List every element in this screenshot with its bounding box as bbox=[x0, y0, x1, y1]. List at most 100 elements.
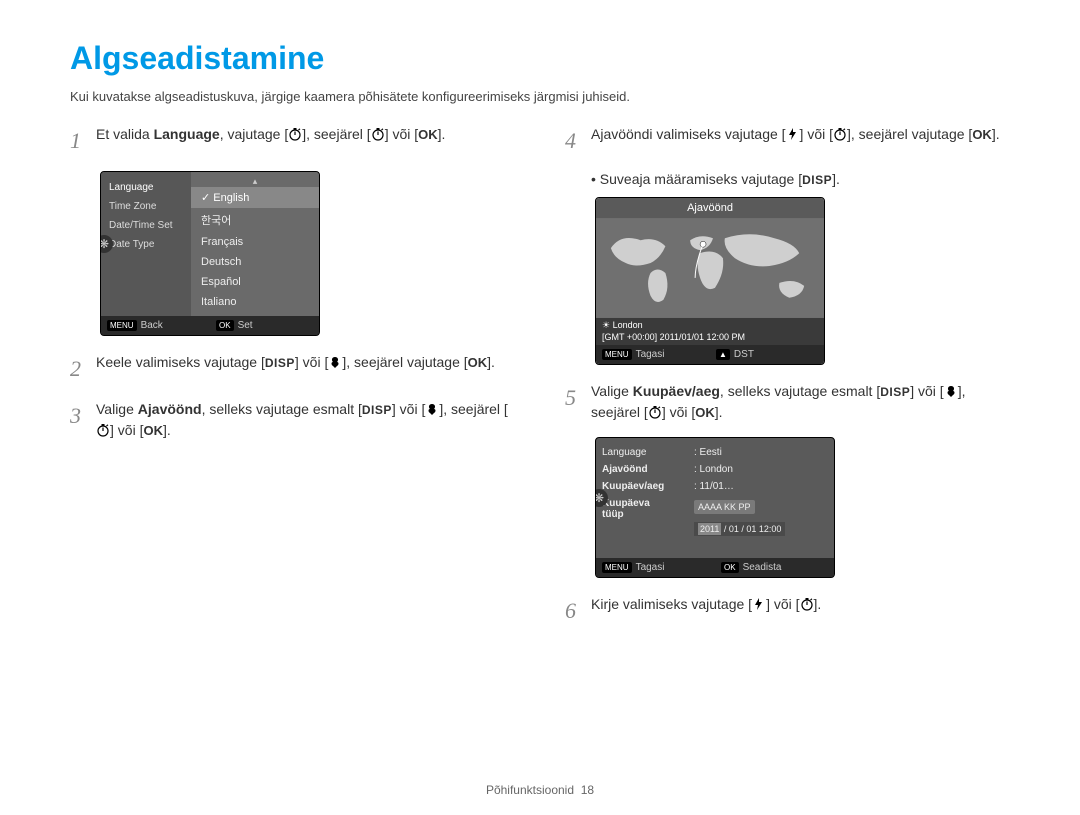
text: , selleks vajutage esmalt [ bbox=[202, 401, 362, 417]
tz-city: London bbox=[613, 320, 643, 330]
text: , vajutage [ bbox=[220, 126, 289, 142]
world-map bbox=[596, 218, 824, 318]
date-year-highlight: 2011 bbox=[698, 523, 721, 535]
timer-icon bbox=[288, 127, 302, 141]
ok-icon: OK bbox=[468, 355, 488, 370]
dt-left: ❋ Language Ajavöönd Kuupäev/aeg Kuupäeva… bbox=[596, 438, 688, 558]
menu-item: Time Zone bbox=[107, 197, 187, 216]
panel-right-list: ▴ English 한국어 Français Deutsch Español I… bbox=[191, 172, 319, 316]
set-label: Seadista bbox=[743, 562, 782, 573]
dt-label: Kuupäev/aeg bbox=[600, 478, 684, 495]
lang-item: Deutsch bbox=[191, 252, 319, 272]
tz-info: ☀ London [GMT +00:00] 2011/01/01 12:00 P… bbox=[596, 318, 824, 345]
timer-icon bbox=[371, 127, 385, 141]
step-number: 4 bbox=[565, 124, 591, 157]
macro-icon bbox=[425, 402, 439, 416]
step-4: 4 Ajavööndi valimiseks vajutage [ ] või [… bbox=[565, 124, 1010, 157]
timer-icon bbox=[800, 597, 814, 611]
ok-badge: OK bbox=[216, 320, 234, 331]
text: ] või [ bbox=[110, 422, 143, 438]
left-column: 1 Et valida Language, vajutage [], seejä… bbox=[70, 124, 515, 641]
date-rest: / 01 / 01 12:00 bbox=[721, 524, 781, 534]
text: ] või [ bbox=[662, 404, 695, 420]
text: ]. bbox=[992, 126, 1000, 142]
text: Valige bbox=[591, 383, 633, 399]
panel-left-menu: ❋ Language Time Zone Date/Time Set Date … bbox=[101, 172, 191, 316]
text: ], seejärel vajutage [ bbox=[342, 354, 467, 370]
dt-value: : Eesti bbox=[692, 444, 830, 461]
bold-text: Ajavöönd bbox=[138, 401, 202, 417]
dt-footer: MENUTagasi OKSeadista bbox=[596, 558, 834, 577]
dt-label: Language bbox=[600, 444, 684, 461]
dt-label: tüüp bbox=[600, 509, 684, 523]
datetime-panel: ❋ Language Ajavöönd Kuupäev/aeg Kuupäeva… bbox=[595, 437, 835, 578]
macro-icon bbox=[328, 355, 342, 369]
back-label: Tagasi bbox=[636, 562, 665, 573]
dt-label: Ajavöönd bbox=[600, 461, 684, 478]
tz-title: Ajavöönd bbox=[596, 198, 824, 218]
set-label: Set bbox=[238, 320, 253, 331]
intro-text: Kui kuvatakse algseadistuskuva, järgige … bbox=[70, 89, 1010, 104]
text: , selleks vajutage esmalt [ bbox=[720, 383, 880, 399]
menu-badge: MENU bbox=[602, 562, 632, 573]
text: Et valida bbox=[96, 126, 154, 142]
text: ] või [ bbox=[295, 354, 328, 370]
flash-icon bbox=[786, 127, 800, 141]
disp-icon: DISP bbox=[362, 403, 392, 417]
page-title: Algseadistamine bbox=[70, 40, 1010, 77]
ok-icon: OK bbox=[972, 127, 992, 142]
step-number: 1 bbox=[70, 124, 96, 157]
up-badge: ▲ bbox=[716, 349, 730, 360]
back-label: Tagasi bbox=[636, 349, 665, 360]
text: Keele valimiseks vajutage [ bbox=[96, 354, 265, 370]
text: Valige bbox=[96, 401, 138, 417]
date-value: 2011 / 01 / 01 12:00 bbox=[694, 522, 785, 536]
step-number: 5 bbox=[565, 381, 591, 414]
lang-item: Français bbox=[191, 232, 319, 252]
step-5: 5 Valige Kuupäev/aeg, selleks vajutage e… bbox=[565, 381, 1010, 423]
text: Ajavööndi valimiseks vajutage [ bbox=[591, 126, 786, 142]
tz-gmt: [GMT +00:00] 2011/01/01 12:00 PM bbox=[602, 332, 818, 344]
text: ]. bbox=[715, 404, 723, 420]
timer-icon bbox=[648, 405, 662, 419]
language-panel: ❋ Language Time Zone Date/Time Set Date … bbox=[100, 171, 320, 336]
bold-text: Kuupäev/aeg bbox=[633, 383, 720, 399]
text: ]. bbox=[814, 596, 822, 612]
timer-icon bbox=[833, 127, 847, 141]
step-4-bullet: Suveaja määramiseks vajutage [DISP]. bbox=[591, 171, 1010, 187]
dt-right: : Eesti : London : 11/01… AAAA KK PP 201… bbox=[688, 438, 834, 558]
ok-icon: OK bbox=[143, 423, 163, 438]
lang-item: 한국어 bbox=[191, 208, 319, 232]
up-caret-icon: ▴ bbox=[191, 176, 319, 187]
disp-icon: DISP bbox=[880, 385, 910, 399]
text: ] või [ bbox=[800, 126, 833, 142]
disp-icon: DISP bbox=[802, 173, 832, 187]
footer-page: 18 bbox=[581, 783, 594, 797]
menu-item: Date Type bbox=[107, 235, 187, 254]
text: ]. bbox=[163, 422, 171, 438]
back-label: Back bbox=[141, 320, 163, 331]
dst-label: DST bbox=[734, 349, 754, 360]
step-3: 3 Valige Ajavöönd, selleks vajutage esma… bbox=[70, 399, 515, 441]
menu-item: Language bbox=[107, 178, 187, 197]
step-6: 6 Kirje valimiseks vajutage [] või []. bbox=[565, 594, 1010, 627]
step-1: 1 Et valida Language, vajutage [], seejä… bbox=[70, 124, 515, 157]
page-footer: Põhifunktsioonid 18 bbox=[0, 783, 1080, 797]
disp-icon: DISP bbox=[265, 356, 295, 370]
lang-item-selected: English bbox=[191, 187, 319, 208]
timer-icon bbox=[96, 423, 110, 437]
footer-section: Põhifunktsioonid bbox=[486, 783, 574, 797]
dt-label: Kuupäeva bbox=[600, 495, 684, 509]
bold-text: Language bbox=[154, 126, 220, 142]
text: ] või [ bbox=[385, 126, 418, 142]
text: ]. bbox=[832, 171, 840, 187]
text: ]. bbox=[487, 354, 495, 370]
date-format: AAAA KK PP bbox=[694, 500, 755, 514]
panel-footer: MENUBack OKSet bbox=[101, 316, 319, 335]
right-column: 4 Ajavööndi valimiseks vajutage [ ] või [… bbox=[565, 124, 1010, 641]
dt-value: : London bbox=[692, 461, 830, 478]
dt-value: : 11/01… bbox=[692, 478, 830, 495]
text: ], seejärel vajutage [ bbox=[847, 126, 972, 142]
text: ] või [ bbox=[392, 401, 425, 417]
flash-icon bbox=[752, 597, 766, 611]
